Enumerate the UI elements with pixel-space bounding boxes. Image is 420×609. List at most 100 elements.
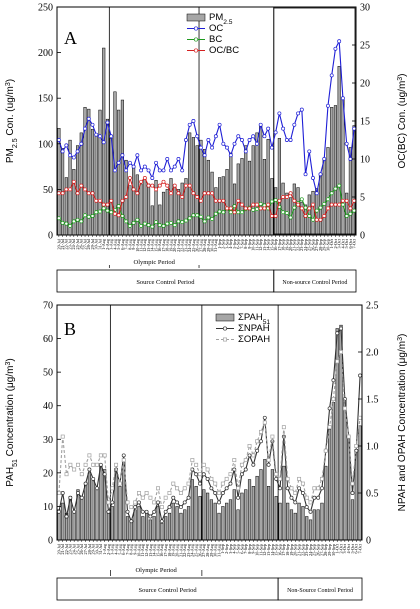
p0-bar bbox=[326, 147, 330, 236]
panel-a: 05010015020025005101520253020-Jul21-Jul2… bbox=[5, 3, 408, 293]
p1-point bbox=[323, 448, 328, 453]
p1-xtick-label: 16-Sep bbox=[277, 544, 282, 556]
p1-bar bbox=[61, 502, 65, 541]
p0-point bbox=[210, 145, 215, 150]
p1-ytick-label: 60 bbox=[43, 334, 53, 345]
p0-legend-label: OC/BC bbox=[209, 45, 239, 56]
p1-ytick-label: 70 bbox=[43, 301, 53, 312]
p0-point bbox=[251, 202, 256, 207]
p1-point bbox=[79, 495, 84, 500]
p0-point bbox=[277, 111, 282, 116]
p1-point bbox=[129, 519, 134, 524]
p1-xtick-label: 20-Jul bbox=[56, 543, 61, 554]
p0-point bbox=[303, 214, 308, 218]
p1-point bbox=[144, 509, 149, 514]
p0-xtick-label: 29-Sep bbox=[322, 239, 327, 251]
p1-bar bbox=[358, 425, 362, 541]
p1-xtick-label: 21-Sep bbox=[296, 544, 301, 556]
p0-bar bbox=[64, 177, 68, 236]
p1-point bbox=[64, 514, 69, 519]
p1-xtick-label: 27-Jul bbox=[83, 543, 88, 554]
p0-point bbox=[161, 179, 166, 184]
p0-point bbox=[68, 153, 73, 158]
p0-xtick-label: 26-Jul bbox=[79, 238, 84, 249]
p1-point bbox=[72, 467, 77, 472]
p0-bar bbox=[180, 182, 184, 236]
p1-xtick-label: 26-Jul bbox=[79, 543, 84, 554]
p1-xtick-label: 29-Aug bbox=[209, 543, 214, 557]
p1-point bbox=[327, 406, 332, 411]
p1-xtick-label: 5-Sep bbox=[235, 544, 240, 554]
p0-point bbox=[210, 217, 215, 221]
p0-xtick-label: 5-Aug bbox=[116, 238, 121, 250]
p1-point bbox=[133, 500, 138, 505]
p0-bar bbox=[214, 187, 218, 236]
p0-xtick-label: 29-Jul bbox=[90, 238, 95, 249]
p1-bar bbox=[99, 465, 103, 541]
p1-xtick-label: 19-Aug bbox=[171, 543, 176, 557]
p0-point bbox=[120, 214, 125, 218]
p0-point bbox=[337, 39, 342, 44]
p0-point bbox=[142, 221, 147, 226]
p0-xtick-label: 15-Aug bbox=[153, 238, 158, 252]
p1-bar bbox=[247, 479, 252, 541]
p0-xtick-label: 20-Sep bbox=[288, 239, 293, 251]
p0-xtick-label: 17-Sep bbox=[277, 239, 282, 251]
p1-bar bbox=[186, 506, 191, 541]
p1-xtick-label: 7-Sep bbox=[243, 544, 248, 554]
p0-bar bbox=[255, 132, 259, 236]
p0-point bbox=[273, 130, 278, 135]
p1-point bbox=[175, 486, 180, 491]
p1-point bbox=[121, 458, 126, 463]
p1-point bbox=[358, 415, 363, 420]
p1-point bbox=[213, 491, 218, 495]
p0-xtick-label: 21-Sep bbox=[292, 239, 297, 251]
p0-ytick-label: 0 bbox=[48, 231, 53, 242]
p1-xtick-label: 27-Aug bbox=[201, 543, 206, 557]
p0-point bbox=[337, 183, 342, 188]
p1-point bbox=[278, 476, 282, 481]
p1-xtick-label: 2-Aug bbox=[106, 543, 111, 555]
p1-xtick-label: 27-Sep bbox=[319, 544, 324, 556]
p1-point bbox=[247, 444, 252, 448]
p1-point bbox=[289, 486, 294, 491]
p1-ylabel-main: PAH bbox=[5, 467, 16, 487]
p0-line-oc bbox=[58, 39, 355, 194]
p1-xtick-label: 11-Aug bbox=[140, 543, 145, 557]
p0-xtick-label: 20-Aug bbox=[172, 238, 177, 252]
p0-point bbox=[292, 205, 297, 210]
p0-xtick-label: 30-Sep bbox=[325, 239, 330, 251]
p1-point bbox=[346, 434, 351, 439]
p0-bar bbox=[94, 134, 98, 236]
p0-point bbox=[176, 191, 181, 196]
p0-bar bbox=[191, 137, 195, 236]
p0-point bbox=[120, 153, 125, 158]
p0-point bbox=[217, 198, 222, 203]
p1-point bbox=[243, 458, 248, 463]
p0-point bbox=[225, 206, 230, 211]
p1-point bbox=[178, 505, 183, 510]
p1-point bbox=[232, 458, 237, 463]
p0-y2tick-label: 20 bbox=[360, 79, 370, 90]
p0-xtick-label: 6-Aug bbox=[120, 238, 125, 250]
p0-xtick-label: 7-Oct bbox=[352, 238, 357, 248]
p1-bar bbox=[57, 509, 61, 541]
p0-point bbox=[150, 183, 155, 188]
p0-bar bbox=[229, 152, 233, 236]
p1-bar bbox=[244, 489, 248, 541]
p0-bar bbox=[176, 189, 181, 236]
p0-xtick-label: 20-Jul bbox=[56, 238, 61, 249]
p1-point bbox=[274, 472, 279, 477]
p0-point bbox=[352, 198, 357, 203]
p0-xtick-label: 2-Sep bbox=[221, 239, 226, 249]
p0-point bbox=[269, 199, 274, 204]
p1-bar bbox=[259, 469, 263, 541]
p1-bar bbox=[240, 492, 244, 541]
p0-point bbox=[232, 210, 237, 215]
p0-y2tick-label: 25 bbox=[360, 41, 370, 52]
p0-bar bbox=[169, 178, 173, 236]
p1-bar bbox=[274, 496, 278, 541]
p1-bar bbox=[270, 469, 274, 541]
p0-point bbox=[90, 191, 95, 196]
p0-bar bbox=[206, 159, 210, 236]
